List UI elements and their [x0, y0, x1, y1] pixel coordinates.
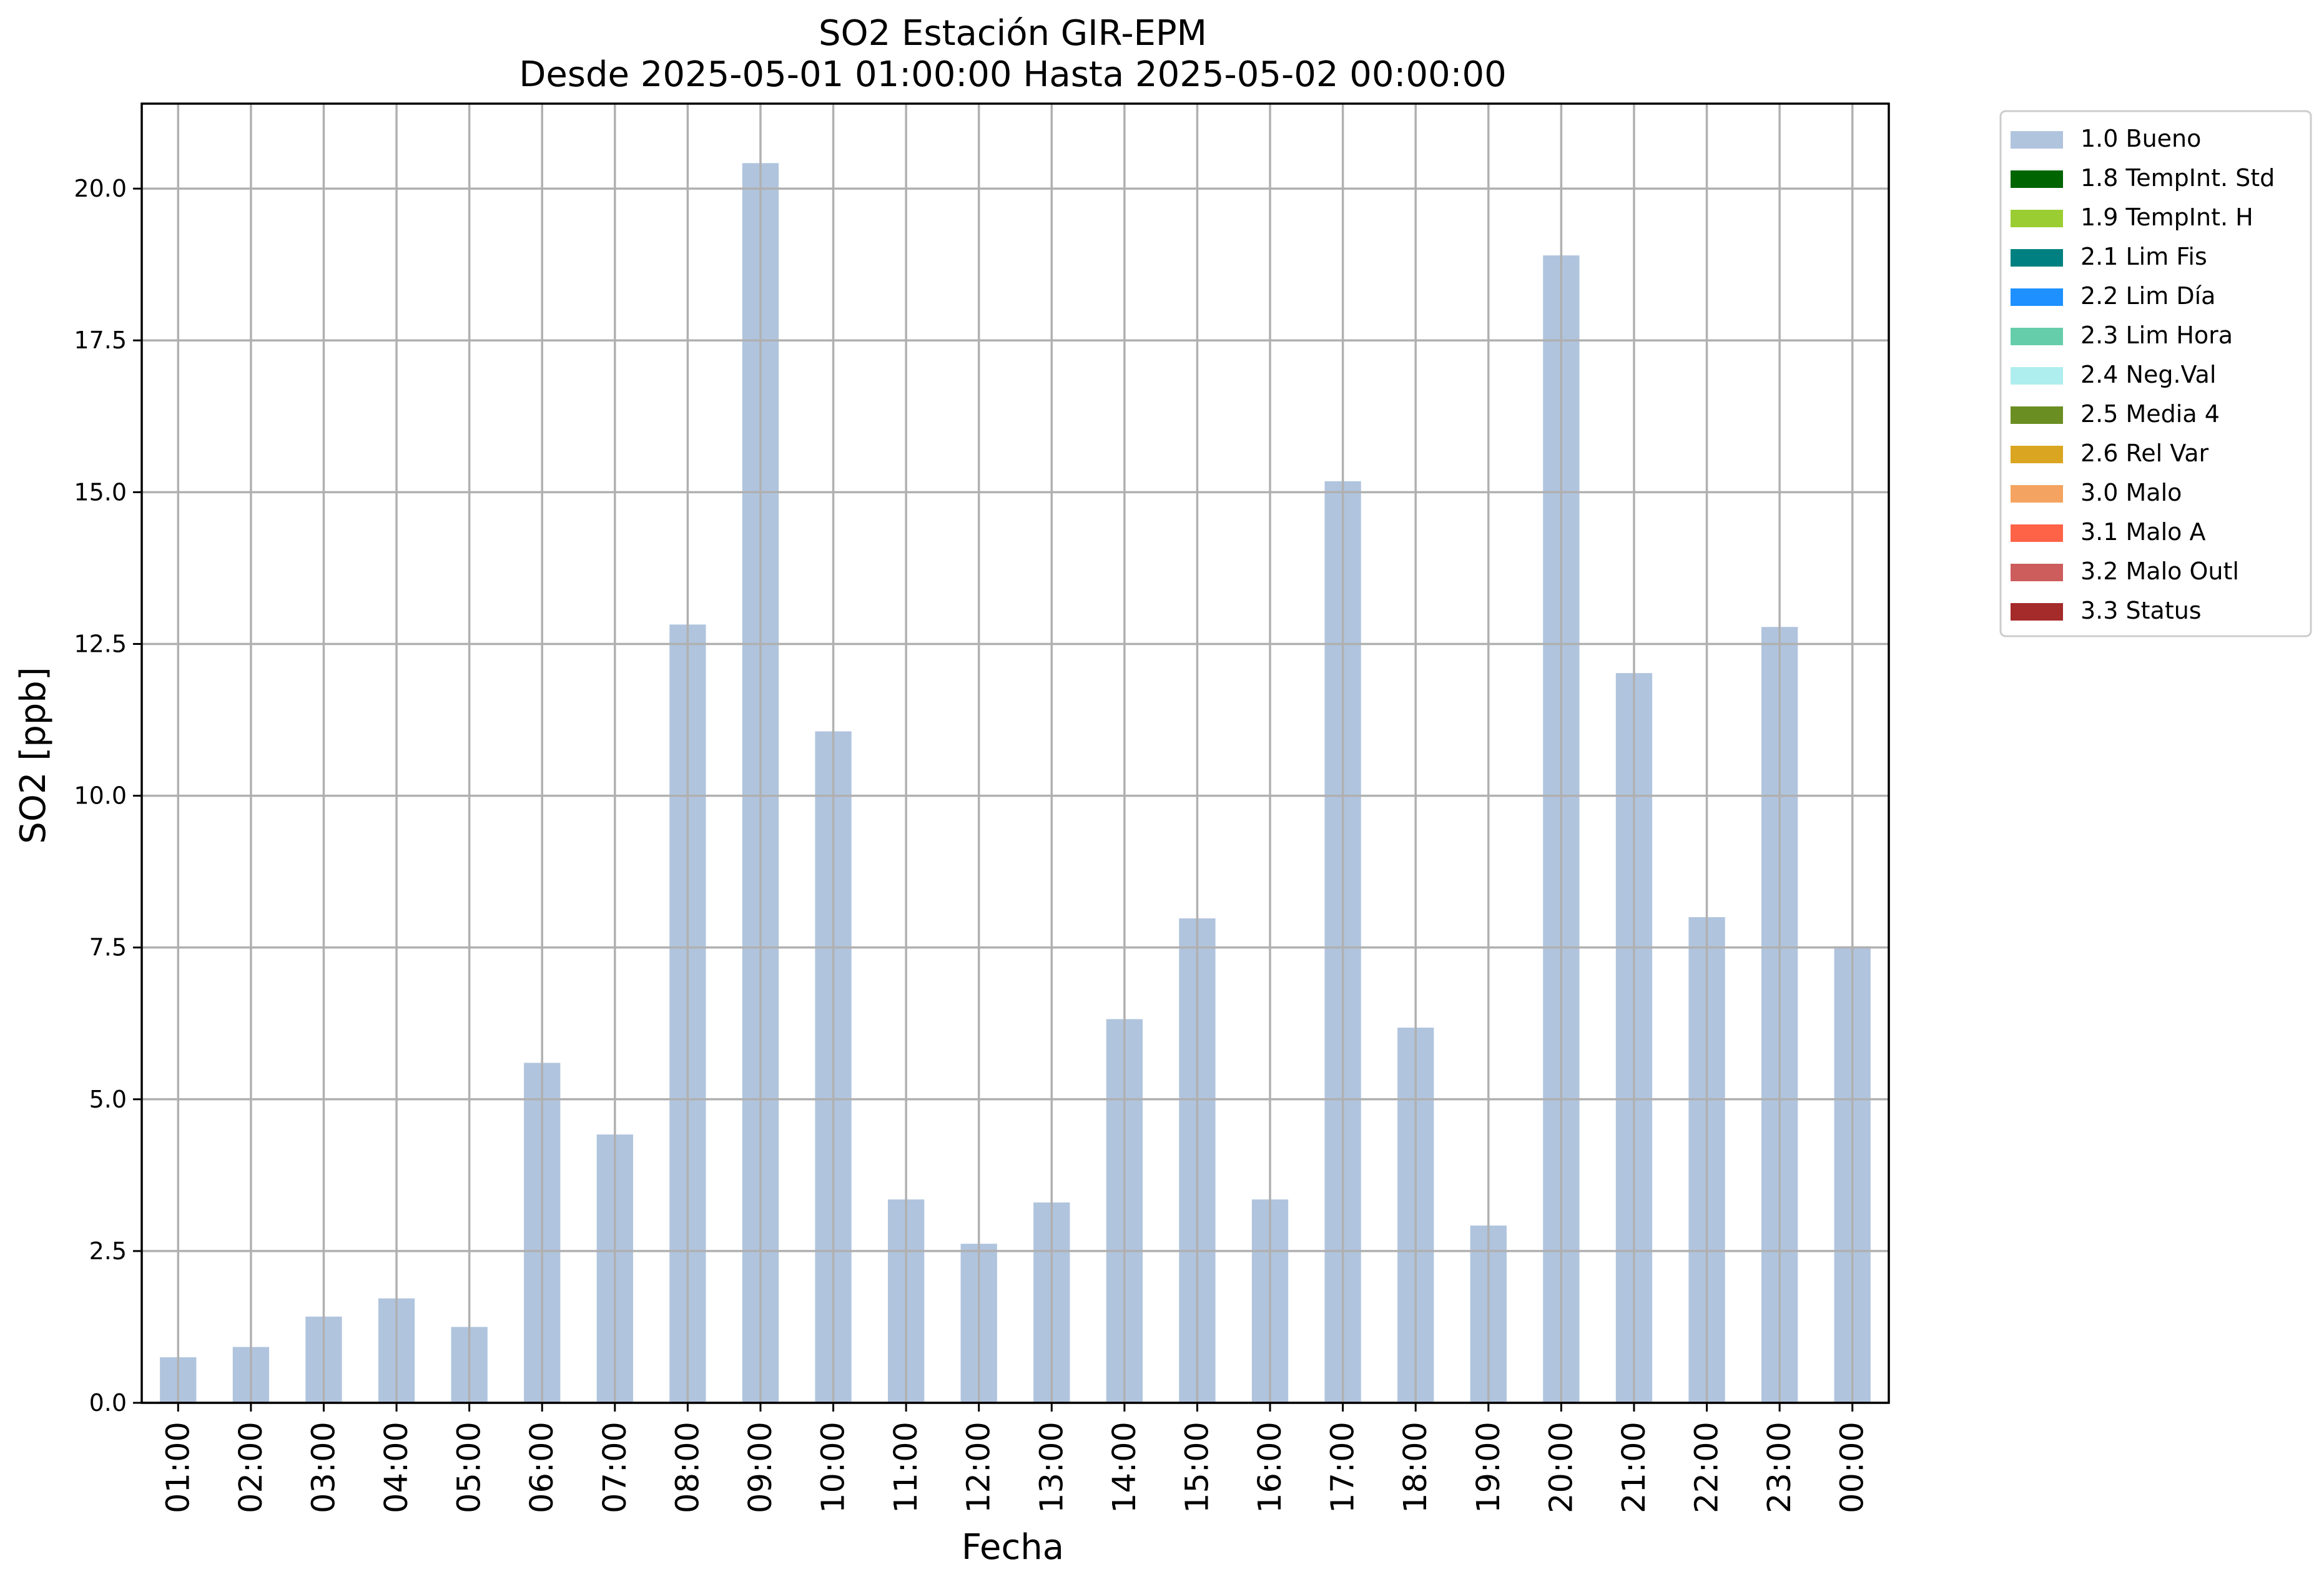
- x-tick-label: 01:00: [160, 1422, 197, 1513]
- x-tick-label: 05:00: [451, 1422, 488, 1513]
- legend-swatch: [2011, 367, 2063, 385]
- legend-label: 3.0 Malo: [2080, 479, 2182, 506]
- x-tick-label: 06:00: [524, 1422, 561, 1513]
- legend-label: 3.3 Status: [2080, 597, 2202, 624]
- legend-swatch: [2011, 249, 2063, 267]
- legend-label: 2.6 Rel Var: [2080, 440, 2209, 467]
- y-tick-label: 5.0: [89, 1086, 127, 1113]
- x-tick-label: 17:00: [1325, 1422, 1362, 1513]
- x-tick-label: 15:00: [1179, 1422, 1216, 1513]
- legend-swatch: [2011, 328, 2063, 345]
- legend-label: 1.9 TempInt. H: [2080, 204, 2253, 231]
- legend-box: [1999, 110, 2312, 637]
- y-tick-label: 20.0: [74, 175, 127, 202]
- x-tick-label: 11:00: [888, 1422, 925, 1513]
- x-tick-label: 07:00: [597, 1422, 634, 1513]
- legend-label: 2.5 Media 4: [2080, 400, 2220, 428]
- chart-subtitle: Desde 2025-05-01 01:00:00 Hasta 2025-05-…: [519, 54, 1507, 95]
- x-tick-label: 12:00: [961, 1422, 998, 1513]
- legend-swatch: [2011, 210, 2063, 227]
- x-tick-label: 09:00: [742, 1422, 779, 1513]
- legend-swatch: [2011, 288, 2063, 306]
- plot-area: 0.0 2.5 5.0 7.5 10.0 12.5 15.0 17.5 20.0 01:00 02:…: [74, 102, 1890, 1513]
- x-tick-label: 21:00: [1616, 1422, 1653, 1513]
- x-tick-label: 10:00: [815, 1422, 852, 1513]
- legend-swatch: [2011, 446, 2063, 463]
- y-tick-label: 17.5: [74, 327, 127, 354]
- legend-swatch: [2011, 170, 2063, 188]
- x-tick-label: 20:00: [1543, 1422, 1580, 1513]
- legend-swatch: [2011, 131, 2063, 149]
- y-tick-label: 2.5: [89, 1237, 127, 1265]
- legend-swatch: [2011, 603, 2063, 621]
- x-tick-label: 13:00: [1033, 1422, 1070, 1513]
- legend-label: 1.8 TempInt. Std: [2080, 164, 2275, 192]
- y-tick-label: 12.5: [74, 630, 127, 657]
- y-axis-label: SO2 [ppb]: [13, 667, 54, 843]
- x-tick-label: 16:00: [1252, 1422, 1289, 1513]
- legend-swatch: [2011, 524, 2063, 542]
- y-tick-label: 15.0: [74, 478, 127, 506]
- x-tick-label: 03:00: [305, 1422, 342, 1513]
- legend-label: 1.0 Bueno: [2080, 125, 2201, 152]
- x-tick-label: 18:00: [1397, 1422, 1434, 1513]
- legend-label: 2.3 Lim Hora: [2080, 322, 2233, 349]
- legend-label: 3.2 Malo Outl: [2080, 558, 2239, 585]
- y-tick-label: 10.0: [74, 782, 127, 810]
- legend-swatch: [2011, 485, 2063, 503]
- x-tick-label: 02:00: [233, 1422, 270, 1513]
- x-tick-label: 14:00: [1106, 1422, 1143, 1513]
- chart-title: SO2 Estación GIR-EPM: [819, 13, 1207, 54]
- legend-label: 2.1 Lim Fis: [2080, 243, 2207, 270]
- x-tick-label: 08:00: [669, 1422, 706, 1513]
- y-tick-label: 7.5: [89, 934, 127, 961]
- x-axis-label: Fecha: [962, 1527, 1064, 1568]
- y-tick-label: 0.0: [89, 1389, 127, 1417]
- legend-swatch: [2011, 564, 2063, 581]
- legend-label: 3.1 Malo A: [2080, 518, 2205, 546]
- legend-swatch: [2011, 406, 2063, 424]
- x-tick-label: 19:00: [1470, 1422, 1507, 1513]
- legend-label: 2.2 Lim Día: [2080, 282, 2215, 310]
- x-tick-label: 22:00: [1689, 1422, 1726, 1513]
- x-tick-label: 00:00: [1834, 1422, 1871, 1513]
- legend: 1.0 Bueno 1.8 TempInt. Std 1.9 TempInt. H 2…: [1999, 110, 2312, 637]
- x-tick-label: 23:00: [1761, 1422, 1798, 1513]
- legend-label: 2.4 Neg.Val: [2080, 361, 2216, 388]
- plot-frame: [140, 102, 1890, 1404]
- x-tick-label: 04:00: [378, 1422, 415, 1513]
